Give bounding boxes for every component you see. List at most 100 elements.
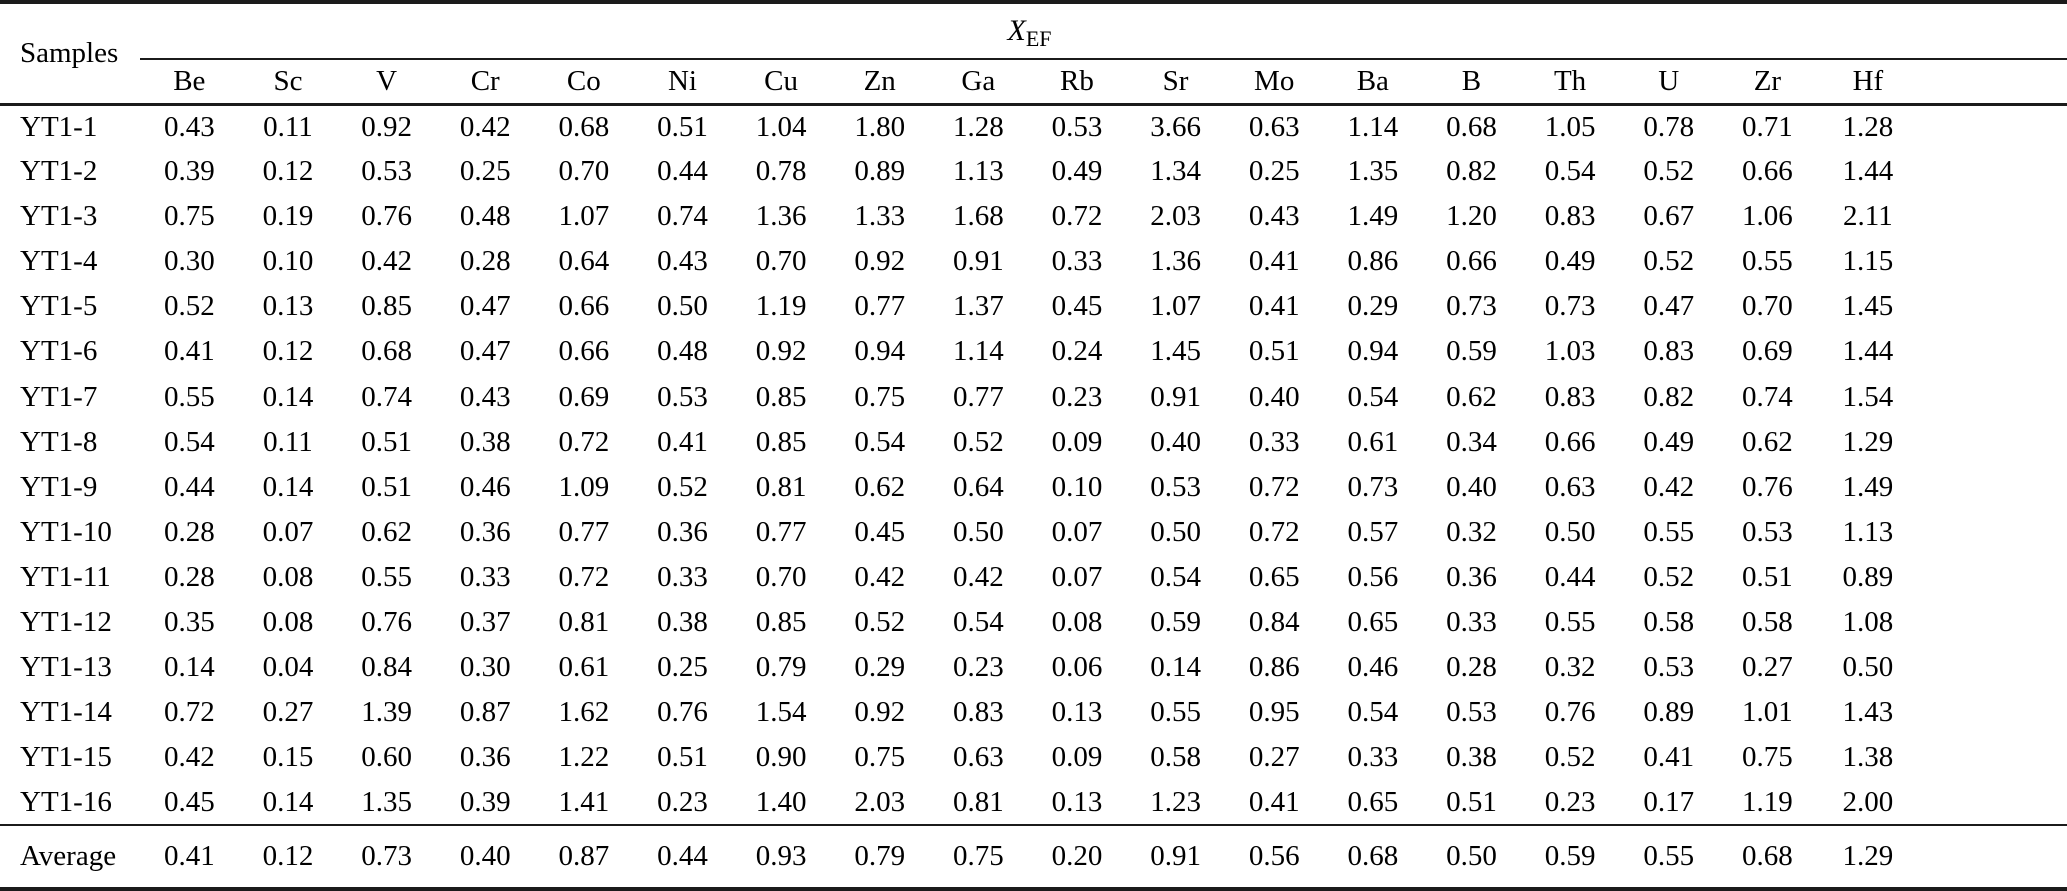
value-cell: 2.03 [1150,200,1201,233]
value-cell: 0.43 [459,380,511,413]
value-cell: 0.50 [1544,515,1596,548]
value-cell: 0.50 [1842,650,1894,683]
table-row: YT1-3 0.75 0.19 0.76 0.48 1.07 0.74 1.36 1.33 1.6… [0,194,2067,239]
value-cell: 0.17 [1643,785,1695,818]
value-cell: 0.08 [1051,605,1103,638]
value-cell: 3.66 [1150,110,1201,143]
value-cell: 0.85 [755,605,807,638]
value-cell: 0.70 [558,155,610,188]
value-cell: 1.40 [755,785,807,818]
value-cell: 0.53 [657,380,708,413]
table-row: YT1-12 0.35 0.08 0.76 0.37 0.81 0.38 0.85 0.52 0.… [0,600,2067,645]
value-cell: 0.25 [1248,155,1300,188]
group-header-row: Samples XEF [0,2,2067,106]
table-row: YT1-4 0.30 0.10 0.42 0.28 0.64 0.43 0.70 0.92 0.9… [0,239,2067,284]
value-cell: 0.55 [1150,696,1201,729]
value-cell: 1.49 [1842,470,1894,503]
value-cell: 0.33 [1446,605,1497,638]
value-cell: 1.33 [854,200,906,233]
value-cell: 1.06 [1742,200,1793,233]
value-cell: 0.70 [755,560,807,593]
value-cell: 1.28 [1842,110,1894,143]
value-cell: 0.06 [1051,650,1103,683]
value-cell: 0.34 [1446,425,1497,458]
table-row: YT1-16 0.45 0.14 1.35 0.39 1.41 0.23 1.40 2.03 0.… [0,780,2067,825]
sample-name: YT1-12 [20,605,112,638]
value-cell: 0.65 [1347,605,1399,638]
value-cell: 0.54 [952,605,1004,638]
value-cell: 0.54 [1150,560,1201,593]
value-cell: 0.54 [1347,380,1399,413]
value-cell: 0.36 [459,741,511,774]
value-cell: 0.75 [854,380,906,413]
value-cell: 1.01 [1742,696,1793,729]
value-cell: 0.76 [657,696,708,729]
sample-name: YT1-11 [20,560,111,593]
value-cell: 1.28 [952,110,1004,143]
column-header-rb: Rb [1027,59,1127,106]
average-value-cell: 0.50 [1422,824,1521,889]
value-cell: 0.56 [1347,560,1399,593]
average-value-cell: 0.41 [140,824,239,889]
value-cell: 0.90 [755,741,807,774]
column-header-ga: Ga [929,59,1028,106]
value-cell: 0.51 [361,425,412,458]
value-cell: 0.72 [558,425,610,458]
value-cell: 0.78 [755,155,807,188]
value-cell: 0.50 [657,290,708,323]
value-cell: 0.14 [262,380,314,413]
value-cell: 0.14 [262,785,314,818]
value-cell: 0.24 [1051,335,1103,368]
sample-name: YT1-13 [20,650,112,683]
value-cell: 0.72 [163,696,215,729]
value-cell: 0.60 [361,741,412,774]
value-cell: 0.11 [263,110,313,143]
value-cell: 1.54 [1842,380,1894,413]
value-cell: 1.22 [558,741,610,774]
value-cell: 0.51 [1248,335,1300,368]
value-cell: 0.36 [657,515,708,548]
value-cell: 0.82 [1643,380,1695,413]
value-cell: 0.73 [1446,290,1497,323]
value-cell: 0.83 [1544,380,1596,413]
value-cell: 0.75 [854,741,906,774]
value-cell: 0.94 [1347,335,1399,368]
value-cell: 0.32 [1544,650,1596,683]
value-cell: 0.77 [952,380,1004,413]
value-cell: 0.33 [1347,741,1399,774]
value-cell: 0.42 [952,560,1004,593]
average-value-cell: 0.91 [1126,824,1225,889]
average-label: Average [0,824,140,889]
value-cell: 0.67 [1643,200,1695,233]
value-cell: 0.76 [361,605,412,638]
value-cell: 0.49 [1051,155,1103,188]
value-cell: 0.66 [558,290,610,323]
value-cell: 0.61 [1347,425,1399,458]
value-cell: 0.68 [361,335,412,368]
value-cell: 0.73 [1544,290,1596,323]
value-cell: 1.13 [1842,515,1894,548]
value-cell: 0.51 [657,741,708,774]
value-cell: 0.55 [1742,245,1793,278]
table-row: YT1-7 0.55 0.14 0.74 0.43 0.69 0.53 0.85 0.75 0.7… [0,374,2067,419]
average-value-cell: 0.93 [731,824,831,889]
value-cell: 0.07 [262,515,314,548]
value-cell: 0.38 [657,605,708,638]
value-cell: 0.30 [459,650,511,683]
average-value-cell: 0.55 [1619,824,1718,889]
value-cell: 0.47 [1643,290,1695,323]
column-header-th: Th [1520,59,1620,106]
value-cell: 1.41 [558,785,610,818]
value-cell: 0.66 [1544,425,1596,458]
value-cell: 0.61 [558,650,610,683]
average-value-cell: 0.40 [435,824,535,889]
value-cell: 0.55 [1544,605,1596,638]
value-cell: 0.52 [163,290,215,323]
value-cell: 1.44 [1842,155,1894,188]
value-cell: 0.52 [1643,245,1695,278]
value-cell: 1.19 [1742,785,1793,818]
value-cell: 0.89 [854,155,906,188]
average-value-cell: 0.75 [929,824,1028,889]
value-cell: 0.04 [262,650,314,683]
value-cell: 0.66 [1446,245,1497,278]
